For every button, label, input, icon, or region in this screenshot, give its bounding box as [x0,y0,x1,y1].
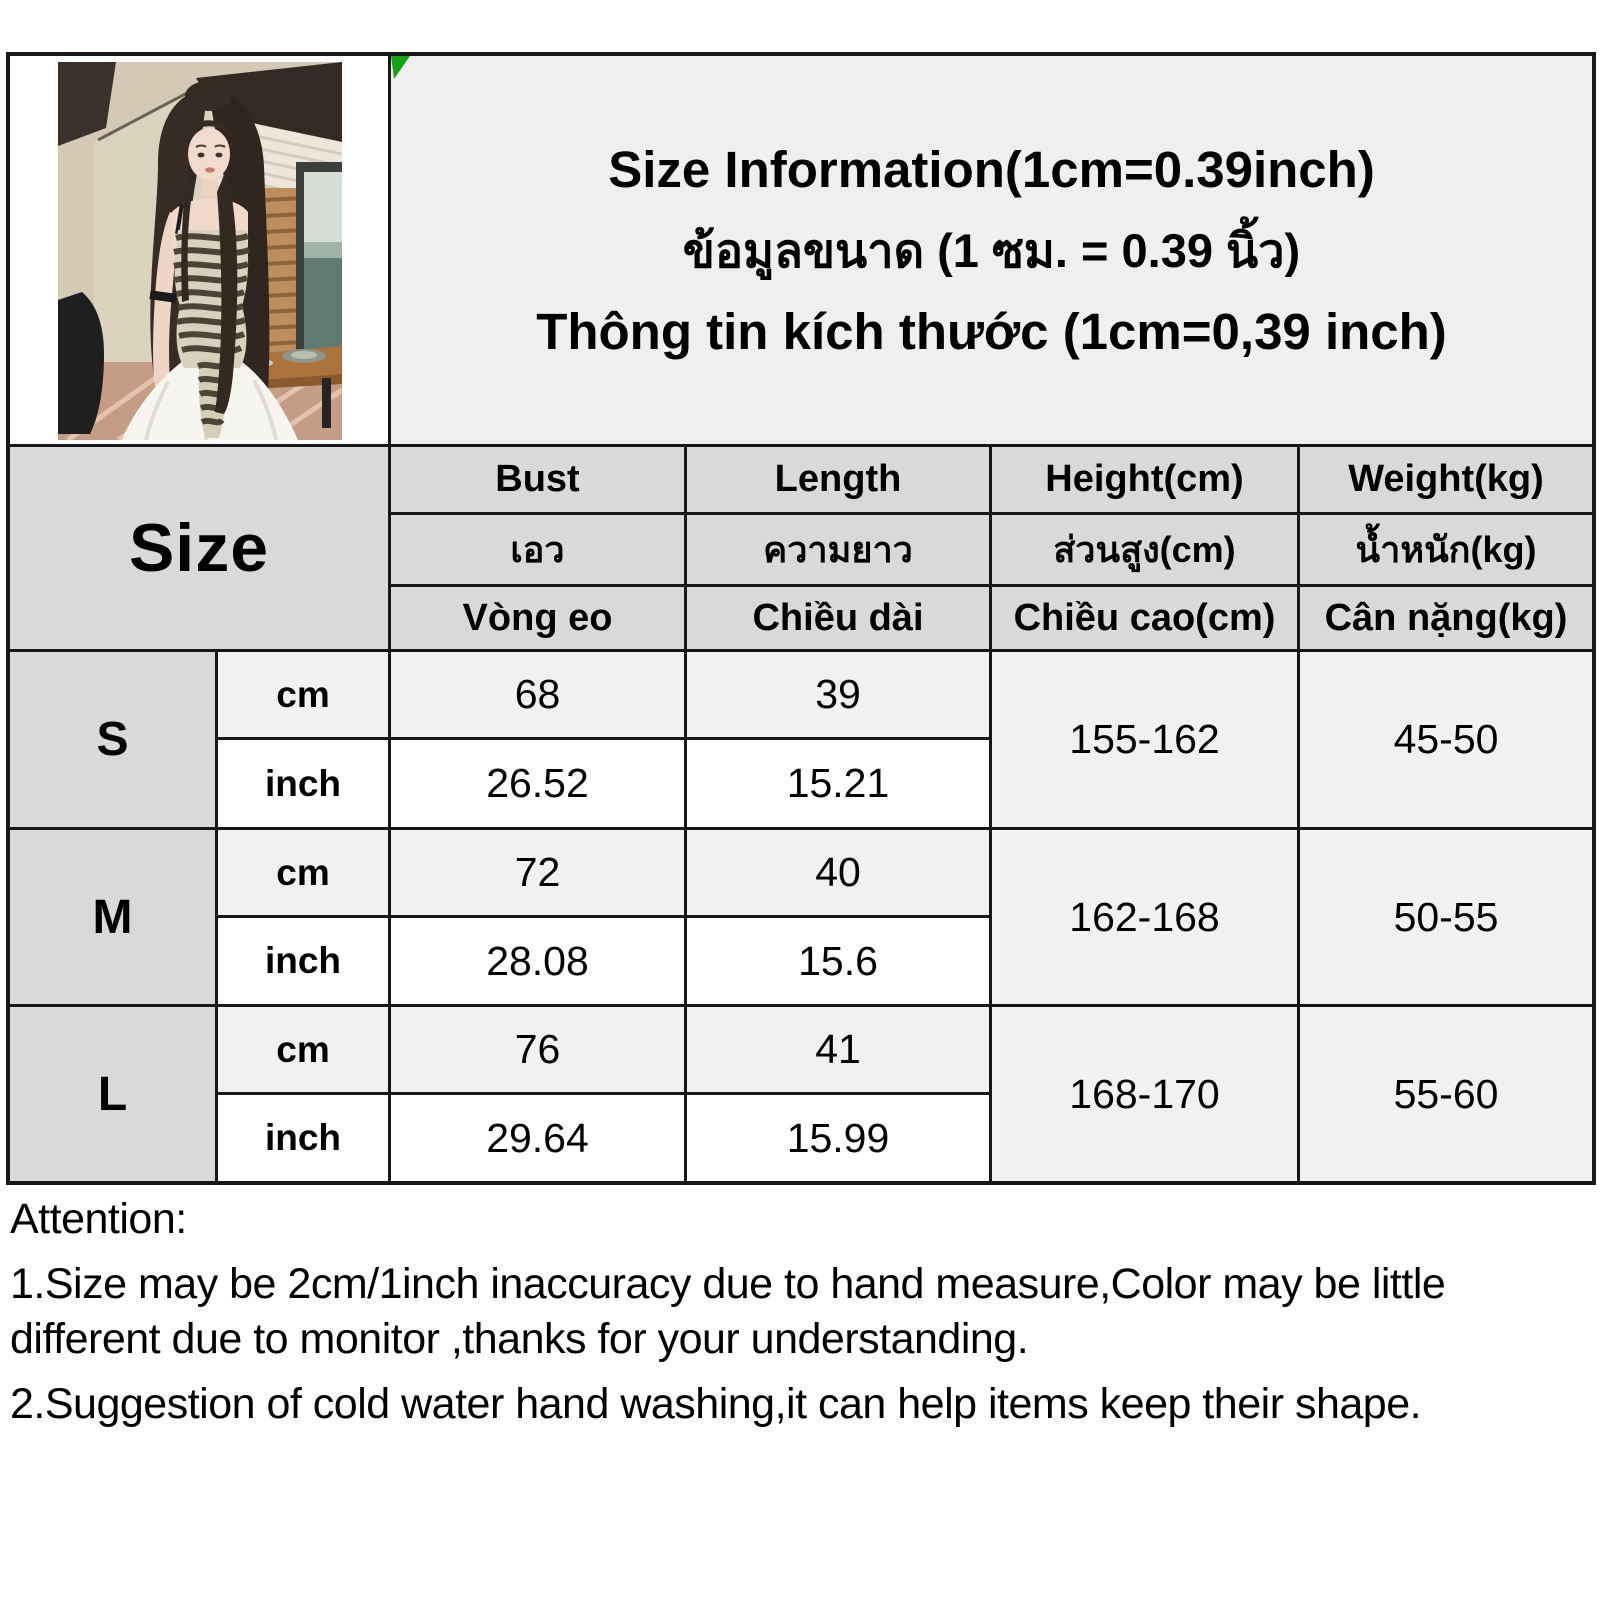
attention-item-1: 1.Size may be 2cm/1inch inaccuracy due t… [10,1260,1446,1364]
row-s-length-cm: 39 [687,652,989,737]
title-en: Size Information(1cm=0.39inch) [608,140,1375,198]
row-m-bust-inch: 28.08 [391,918,684,1004]
row-s-unit-cm: cm [218,652,388,737]
row-l-unit-cm: cm [218,1007,388,1092]
header-bust-th: เอว [391,515,684,584]
row-s-size-label: S [10,652,215,827]
header-weight-th: น้ำหนัก(kg) [1300,515,1592,584]
header-height-en: Height(cm) [992,447,1297,512]
row-l-bust-cm: 76 [391,1007,684,1092]
size-information-title-cell: Size Information(1cm=0.39inch) ข้อมูลขนา… [391,56,1592,444]
row-s-bust-cm: 68 [391,652,684,737]
row-m-length-cm: 40 [687,830,989,915]
size-chart-table: Size Information(1cm=0.39inch) ข้อมูลขนา… [6,52,1596,1185]
header-length-th: ความยาว [687,515,989,584]
header-bust-en: Bust [391,447,684,512]
row-l-weight: 55-60 [1300,1007,1592,1181]
row-s-unit-inch: inch [218,740,388,827]
row-l-height: 168-170 [992,1007,1297,1181]
row-s-bust-inch: 26.52 [391,740,684,827]
row-m-size-label: M [10,830,215,1004]
header-height-th: ส่วนสูง(cm) [992,515,1297,584]
header-weight-vi: Cân nặng(kg) [1300,587,1592,649]
product-photo [58,62,342,440]
header-weight-en: Weight(kg) [1300,447,1592,512]
size-column-header: Size [10,447,388,649]
row-l-length-inch: 15.99 [687,1095,989,1181]
row-l-unit-inch: inch [218,1095,388,1181]
row-m-height: 162-168 [992,830,1297,1004]
header-length-en: Length [687,447,989,512]
row-m-unit-inch: inch [218,918,388,1004]
header-bust-vi: Vòng eo [391,587,684,649]
title-vi: Thông tin kích thước (1cm=0,39 inch) [536,302,1447,360]
attention-notes: Attention: 1.Size may be 2cm/1inch inacc… [10,1192,1596,1442]
row-s-length-inch: 15.21 [687,740,989,827]
row-s-height: 155-162 [992,652,1297,827]
row-l-size-label: L [10,1007,215,1181]
product-photo-cell [10,56,388,444]
row-l-length-cm: 41 [687,1007,989,1092]
header-length-vi: Chiều dài [687,587,989,649]
row-m-weight: 50-55 [1300,830,1592,1004]
row-m-unit-cm: cm [218,830,388,915]
row-m-bust-cm: 72 [391,830,684,915]
row-l-bust-inch: 29.64 [391,1095,684,1181]
row-s-weight: 45-50 [1300,652,1592,827]
header-height-vi: Chiều cao(cm) [992,587,1297,649]
product-photo-illustration [58,62,342,440]
attention-item-2: 2.Suggestion of cold water hand washing,… [10,1380,1422,1429]
row-m-length-inch: 15.6 [687,918,989,1004]
cell-corner-marker-icon [391,56,410,79]
title-th: ข้อมูลขนาด (1 ซม. = 0.39 นิ้ว) [682,223,1301,277]
attention-heading: Attention: [10,1195,187,1243]
